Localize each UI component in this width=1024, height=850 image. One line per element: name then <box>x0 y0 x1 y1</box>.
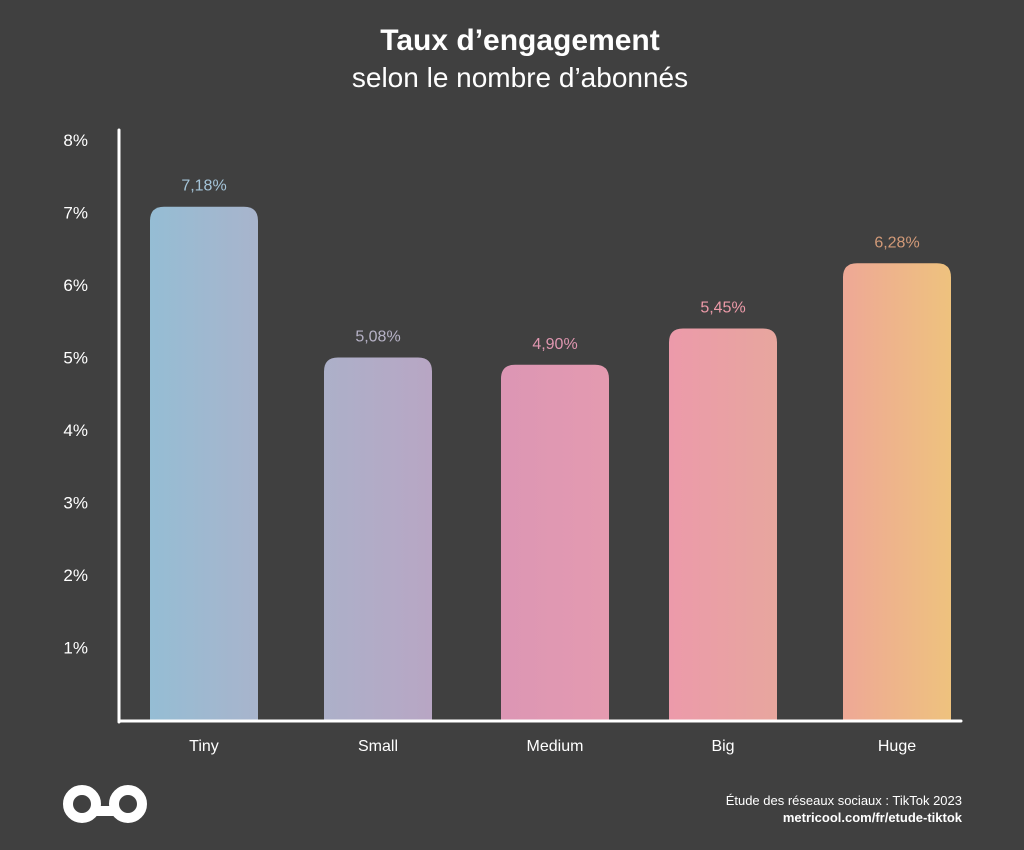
value-label-huge: 6,28% <box>874 234 919 251</box>
value-label-small: 5,08% <box>355 329 400 346</box>
category-label-tiny: Tiny <box>189 738 219 755</box>
chart-title: Taux d’engagement <box>380 24 660 57</box>
category-label-small: Small <box>358 738 398 755</box>
y-tick-label: 3% <box>63 494 88 513</box>
bar-big <box>669 328 777 720</box>
bar-medium <box>501 364 609 720</box>
y-tick-label: 4% <box>63 421 88 440</box>
footer: Étude des réseaux sociaux : TikTok 2023 … <box>726 792 962 826</box>
y-tick-label: 7% <box>63 204 88 223</box>
category-label-medium: Medium <box>527 738 584 755</box>
value-label-big: 5,45% <box>700 300 745 317</box>
source-text: Étude des réseaux sociaux : TikTok 2023 <box>725 793 962 808</box>
source-link[interactable]: metricool.com/fr/etude-tiktok <box>782 810 962 825</box>
category-label-huge: Huge <box>878 738 916 755</box>
value-label-medium: 4,90% <box>532 336 577 353</box>
y-tick-label: 8% <box>63 131 88 150</box>
metricool-infinity-logo-icon <box>63 785 147 823</box>
chart-subtitle: selon le nombre d’abonnés <box>351 62 689 93</box>
bar-huge <box>843 263 951 720</box>
bar-small <box>324 357 432 720</box>
bar-tiny <box>150 206 258 720</box>
value-label-tiny: 7,18% <box>181 178 226 195</box>
y-tick-label: 1% <box>63 639 88 658</box>
y-tick-label: 5% <box>63 349 88 368</box>
y-tick-label: 6% <box>63 276 88 295</box>
y-tick-label: 2% <box>63 566 88 585</box>
category-label-big: Big <box>711 738 734 755</box>
